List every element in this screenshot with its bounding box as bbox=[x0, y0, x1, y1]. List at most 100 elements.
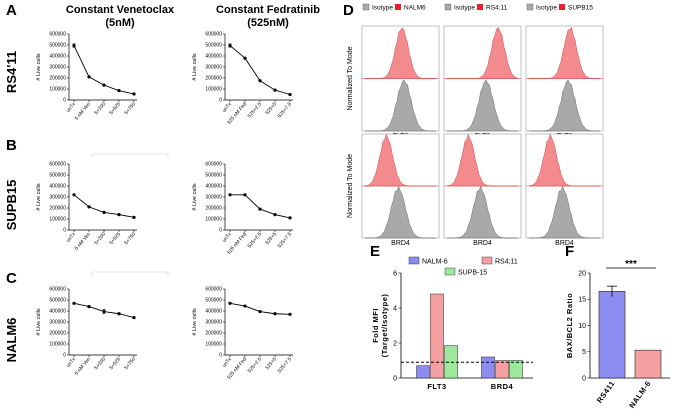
y-tick-label: 400000 bbox=[49, 184, 66, 190]
y-axis-label: Fold MFI bbox=[371, 308, 380, 343]
x-tick-label: 5+200 bbox=[93, 101, 107, 116]
data-point bbox=[72, 193, 76, 197]
flow-histogram-row1-col1: FLT3 bbox=[361, 25, 440, 140]
y-tick-label: 300000 bbox=[49, 65, 66, 71]
panel-b-bracket bbox=[91, 153, 169, 157]
bar-rs4-11 bbox=[430, 293, 444, 379]
y-tick-label: 15 bbox=[578, 297, 586, 304]
flow-cytometry-panels: Isotype NALM6 Isotype RS4;11 Isotype SUPB15 No… bbox=[347, 3, 604, 247]
x-tick-label: 5+750 bbox=[123, 356, 137, 371]
y-axis-label: BAX/BCL2 Ratio bbox=[565, 293, 574, 358]
x-tick-label: NALM-6 bbox=[627, 379, 652, 410]
legend-label-sample: RS4;11 bbox=[486, 5, 508, 12]
x-tick-label: unTx bbox=[65, 356, 77, 369]
data-point bbox=[228, 43, 232, 48]
y-tick-label: 300000 bbox=[205, 320, 222, 326]
x-tick-label: unTx bbox=[65, 231, 77, 244]
y-tick-label: 200000 bbox=[205, 76, 222, 82]
y-axis-label: # Live cells bbox=[192, 183, 198, 210]
y-axis-label: # Live cells bbox=[36, 183, 42, 210]
data-point bbox=[243, 304, 247, 308]
y-tick-label: 100000 bbox=[205, 342, 222, 348]
y-tick-label: 600000 bbox=[205, 32, 222, 38]
y-tick-label: 600000 bbox=[49, 162, 66, 168]
y-tick-label: 600000 bbox=[49, 32, 66, 38]
legend-label-sample: NALM6 bbox=[404, 5, 426, 12]
legend-swatch-sample bbox=[395, 4, 401, 10]
data-point bbox=[102, 309, 106, 314]
col-title-fedratinib: Constant Fedratinib bbox=[216, 4, 320, 16]
bar-nalm-6 bbox=[481, 356, 495, 379]
y-tick-label: 0 bbox=[393, 375, 397, 382]
y-tick-label: 400000 bbox=[49, 309, 66, 315]
y-axis-label: # Live cells bbox=[192, 53, 198, 80]
x-tick-label: unTx bbox=[221, 101, 233, 114]
data-point bbox=[288, 216, 292, 220]
data-point bbox=[243, 56, 247, 60]
panel-letter-f: F bbox=[565, 243, 574, 260]
bar-nalm-6 bbox=[416, 365, 430, 379]
y-axis-label: # Live cells bbox=[36, 53, 42, 80]
data-point bbox=[102, 83, 106, 87]
data-point bbox=[87, 305, 91, 309]
data-point bbox=[132, 92, 136, 96]
y-tick-label: 400000 bbox=[205, 54, 222, 60]
sample-histogram bbox=[447, 27, 519, 79]
legend-swatch bbox=[408, 256, 420, 265]
legend-label: NALM-6 bbox=[422, 258, 448, 265]
x-tick-label: RS411 bbox=[595, 379, 617, 405]
y-tick-label: 500000 bbox=[205, 173, 222, 179]
flow-histogram-row1-col2: FLT3 bbox=[443, 25, 522, 140]
row-label-rs411: RS4'11 bbox=[4, 51, 19, 93]
y-tick-label: 200000 bbox=[49, 331, 66, 337]
y-tick-label: 200000 bbox=[49, 76, 66, 82]
x-tick-label: 525+2.5 bbox=[247, 356, 263, 374]
x-tick-label: 525+7.5 bbox=[277, 101, 293, 119]
flow-histogram-row2-col2: BRD4 bbox=[443, 133, 522, 247]
y-tick-label: 100000 bbox=[49, 342, 66, 348]
x-tick-label: 525+7.5 bbox=[277, 356, 293, 374]
line-charts: 0 100000 200000 300000 400000 500000 600000 # L… bbox=[36, 32, 293, 381]
isotype-histogram bbox=[447, 185, 518, 239]
data-point bbox=[228, 301, 232, 305]
legend-swatch-sample bbox=[477, 4, 483, 10]
y-tick-label: 4 bbox=[393, 305, 397, 312]
line-chart-b-ven: 0 100000 200000 300000 400000 500000 600000 # L… bbox=[36, 162, 137, 252]
significance-stars: *** bbox=[625, 259, 637, 270]
line-chart-c-ven: 0 100000 200000 300000 400000 500000 600000 # L… bbox=[36, 287, 137, 377]
y-tick-label: 2 bbox=[393, 340, 397, 347]
x-tick-label: BRD4 bbox=[491, 382, 514, 391]
y-tick-label: 0 bbox=[63, 353, 66, 359]
isotype-histogram bbox=[447, 79, 518, 132]
y-tick-label: 300000 bbox=[49, 195, 66, 201]
legend-swatch-sample bbox=[559, 4, 565, 10]
x-tick-label: 525+5 bbox=[264, 356, 278, 371]
y-axis-label: # Live cells bbox=[36, 308, 42, 335]
data-point bbox=[87, 205, 91, 209]
isotype-histogram bbox=[365, 79, 436, 132]
data-point bbox=[117, 312, 121, 316]
y-tick-label: 500000 bbox=[205, 298, 222, 304]
x-tick-label: 5+750 bbox=[123, 231, 137, 246]
y-tick-label: 200000 bbox=[205, 206, 222, 212]
legend-swatch bbox=[481, 256, 493, 265]
y-tick-label: 400000 bbox=[49, 54, 66, 60]
legend-label-isotype: Isotype bbox=[454, 5, 475, 12]
y-tick-label: 400000 bbox=[205, 309, 222, 315]
panel-c-bracket bbox=[91, 271, 169, 276]
x-tick-label: 5+525 bbox=[108, 101, 122, 116]
legend-label-isotype: Isotype bbox=[372, 5, 393, 12]
data-point bbox=[288, 312, 292, 316]
x-tick-label: 525+2.5 bbox=[247, 101, 263, 119]
x-tick-label: 5+525 bbox=[108, 231, 122, 246]
sample-histogram bbox=[446, 133, 518, 187]
data-point bbox=[258, 309, 262, 314]
x-tick-label: 525+5 bbox=[264, 231, 278, 246]
x-tick-label: 5 nM Ven bbox=[74, 231, 92, 251]
x-tick-label: 5 nM Ven bbox=[74, 101, 92, 121]
y-axis-label-sub: (Target/Isotype) bbox=[380, 294, 389, 358]
series-line bbox=[230, 194, 291, 219]
flow-y-axis-label: Normalized To Mode bbox=[347, 154, 354, 218]
y-tick-label: 100000 bbox=[205, 87, 222, 93]
y-tick-label: 6 bbox=[393, 270, 397, 277]
